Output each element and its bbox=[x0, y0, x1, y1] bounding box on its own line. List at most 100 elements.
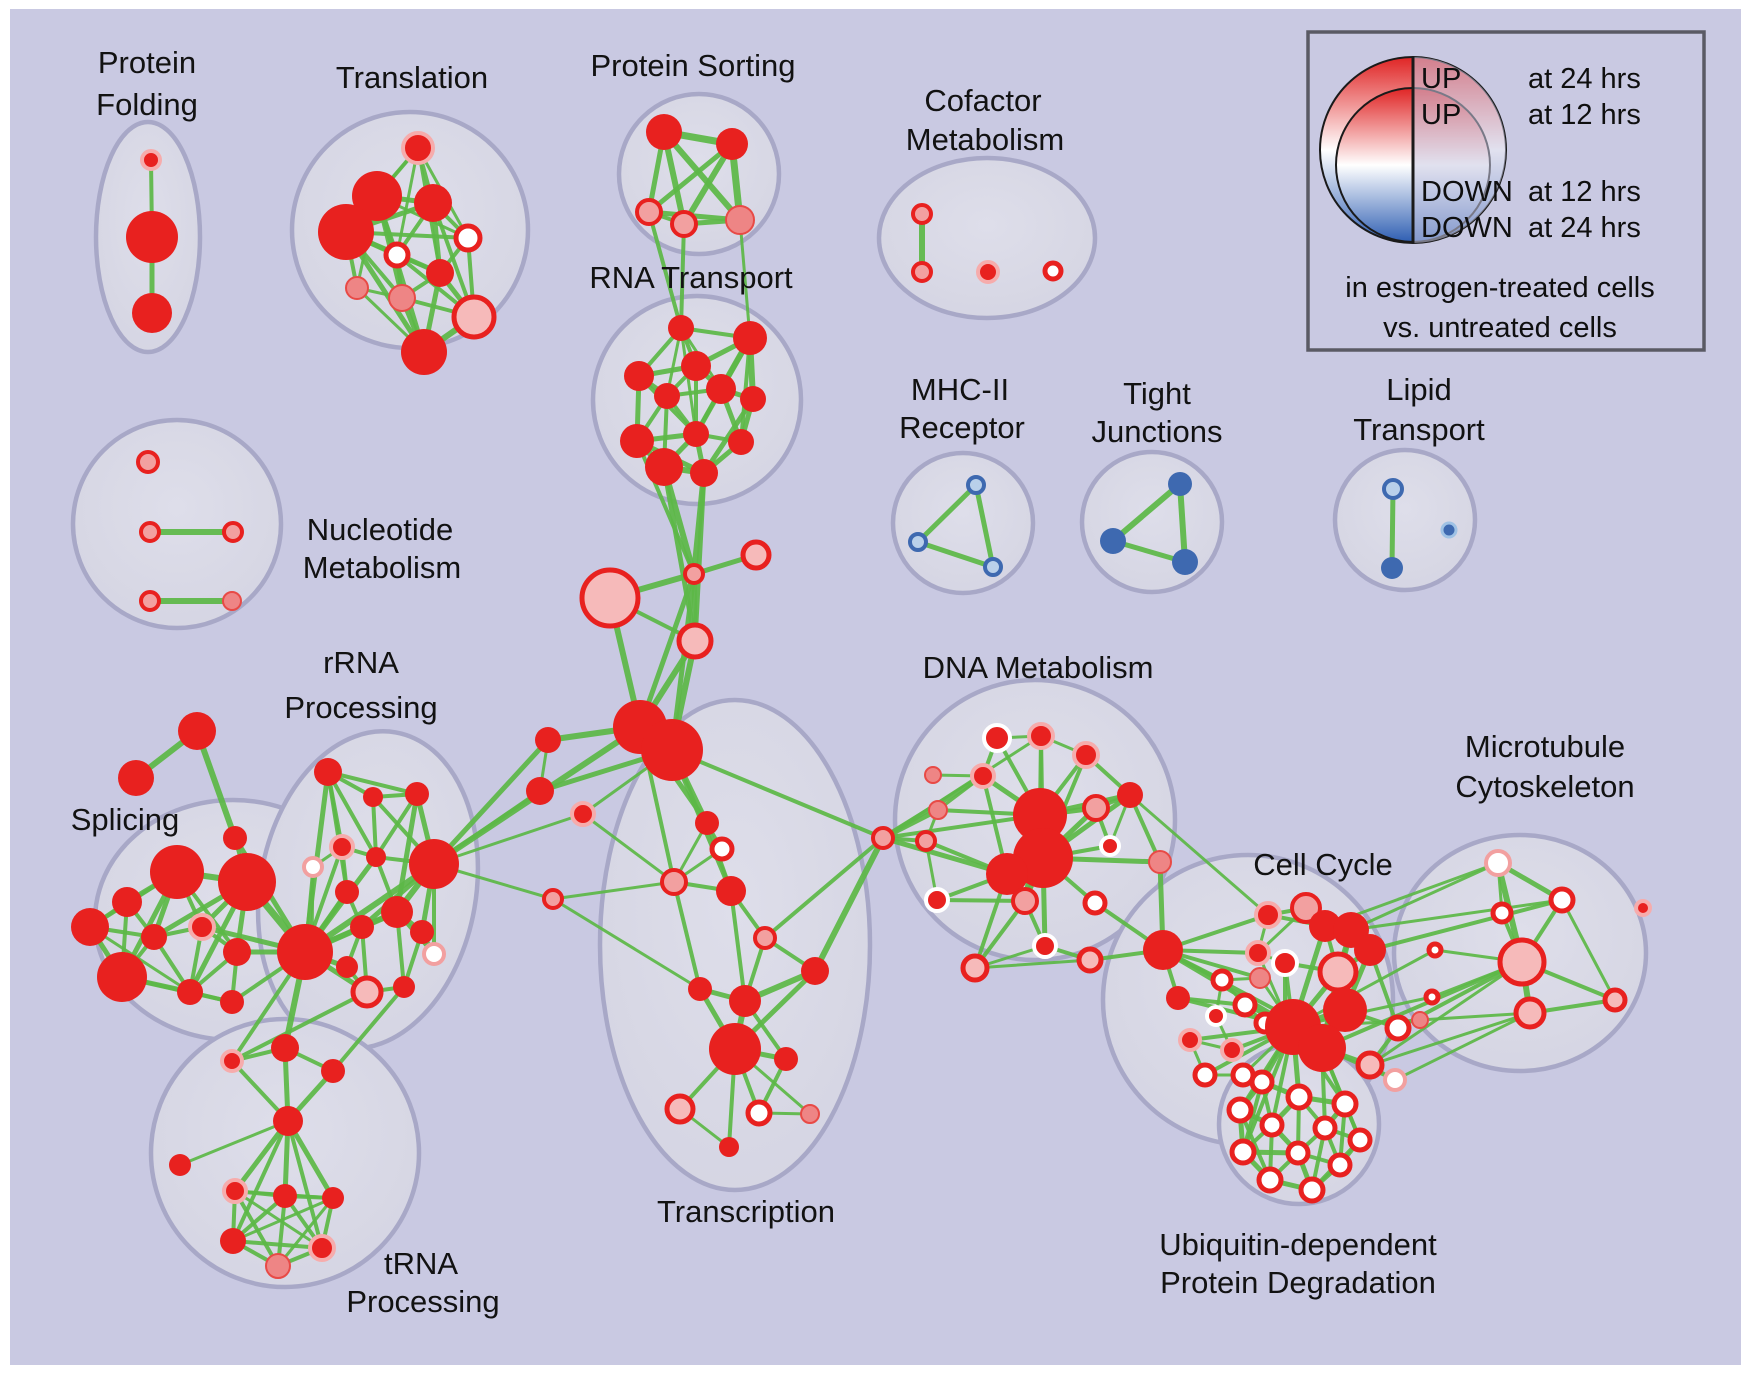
network-node bbox=[668, 315, 694, 341]
network-node bbox=[1011, 887, 1039, 915]
network-node bbox=[1220, 1038, 1244, 1062]
network-edge bbox=[1177, 481, 1188, 565]
network-edge bbox=[1349, 861, 1500, 932]
network-node bbox=[220, 1049, 244, 1073]
network-node bbox=[1013, 828, 1073, 888]
network-node bbox=[928, 800, 948, 820]
network-node bbox=[915, 830, 937, 852]
network-node bbox=[676, 622, 714, 660]
network-node bbox=[670, 210, 698, 238]
network-node bbox=[222, 521, 244, 543]
network-node bbox=[983, 557, 1003, 577]
network-node bbox=[381, 896, 413, 928]
network-node bbox=[728, 429, 754, 455]
network-node bbox=[620, 424, 654, 458]
network-node bbox=[709, 836, 735, 862]
network-node bbox=[1099, 835, 1121, 857]
network-node bbox=[695, 811, 719, 835]
legend-time-label: at 24 hrs bbox=[1528, 63, 1641, 95]
cluster-bubble-mhc-ii-receptor bbox=[890, 450, 1036, 596]
cluster-label-translation: Translation bbox=[336, 60, 488, 95]
cluster-bubble-lipid-transport bbox=[1332, 447, 1478, 593]
network-node bbox=[222, 591, 242, 611]
network-edge bbox=[431, 737, 551, 867]
network-node bbox=[1384, 1014, 1412, 1042]
cluster-label-trna-processing: Processing bbox=[346, 1284, 499, 1319]
cluster-bubble-nucleotide-metabolism bbox=[70, 417, 284, 631]
network-node bbox=[273, 1184, 297, 1208]
network-edge bbox=[1128, 793, 1270, 917]
network-node bbox=[308, 1234, 336, 1262]
network-node bbox=[1426, 941, 1444, 959]
network-node bbox=[646, 114, 682, 150]
network-node bbox=[1027, 722, 1055, 750]
network-node bbox=[1331, 1090, 1359, 1118]
network-node bbox=[1298, 1024, 1346, 1072]
network-edge bbox=[231, 1239, 324, 1250]
network-node bbox=[366, 847, 386, 867]
legend-box bbox=[1306, 30, 1706, 352]
legend-time-label: at 12 hrs bbox=[1528, 176, 1641, 208]
legend-direction-label: DOWN bbox=[1421, 212, 1513, 244]
network-node bbox=[1323, 988, 1367, 1032]
network-node bbox=[112, 887, 142, 917]
network-node bbox=[132, 293, 172, 333]
network-edge bbox=[738, 218, 752, 340]
network-node bbox=[660, 868, 688, 896]
legend-footer-line: vs. untreated cells bbox=[1383, 312, 1617, 344]
network-node bbox=[321, 1059, 345, 1083]
network-node bbox=[1226, 1096, 1254, 1124]
network-edge bbox=[231, 1196, 335, 1243]
cluster-label-lipid-transport: Lipid bbox=[1386, 372, 1452, 407]
cluster-label-mhc-ii-receptor: Receptor bbox=[899, 410, 1025, 445]
network-node bbox=[908, 532, 928, 552]
network-edge bbox=[647, 210, 683, 330]
network-edge bbox=[763, 836, 885, 940]
network-node bbox=[1383, 1068, 1407, 1092]
network-edge bbox=[701, 396, 756, 476]
network-node bbox=[410, 920, 434, 944]
legend-time-label: at 12 hrs bbox=[1528, 99, 1641, 131]
network-node bbox=[126, 211, 178, 263]
cluster-label-mhc-ii-receptor: MHC-II bbox=[911, 372, 1009, 407]
cluster-label-cell-cycle: Cell Cycle bbox=[1253, 847, 1393, 882]
network-node bbox=[1229, 1138, 1257, 1166]
network-node bbox=[1042, 260, 1064, 282]
network-node bbox=[986, 853, 1028, 895]
network-edge bbox=[326, 770, 378, 859]
network-node bbox=[136, 450, 160, 474]
network-node bbox=[740, 539, 772, 571]
network-node bbox=[924, 887, 950, 913]
network-node bbox=[1245, 940, 1271, 966]
network-node bbox=[1100, 528, 1126, 554]
network-node bbox=[579, 567, 641, 629]
node-layer bbox=[71, 114, 1652, 1279]
network-node bbox=[188, 913, 216, 941]
network-node bbox=[322, 1187, 344, 1209]
network-node bbox=[1490, 901, 1514, 925]
legend-time-label: at 24 hrs bbox=[1528, 212, 1641, 244]
network-node bbox=[1285, 1140, 1311, 1166]
network-node bbox=[422, 942, 446, 966]
network-node bbox=[139, 521, 161, 543]
network-node bbox=[271, 1034, 299, 1062]
network-node bbox=[177, 979, 203, 1005]
network-edge bbox=[973, 958, 1092, 970]
network-node bbox=[871, 826, 895, 850]
cluster-label-rna-transport: RNA Transport bbox=[589, 260, 793, 295]
cluster-label-nucleotide-metabolism: Metabolism bbox=[303, 550, 462, 585]
network-edge bbox=[326, 770, 419, 796]
network-node bbox=[570, 801, 596, 827]
network-edge bbox=[679, 326, 698, 436]
network-node bbox=[645, 448, 683, 486]
cluster-label-tight-junctions: Tight bbox=[1123, 376, 1191, 411]
network-node bbox=[401, 131, 435, 165]
network-node bbox=[218, 853, 276, 911]
network-node bbox=[363, 787, 383, 807]
network-node bbox=[745, 1099, 773, 1127]
cluster-label-transcription: Transcription bbox=[657, 1194, 835, 1229]
cluster-bubble-transcription bbox=[597, 697, 873, 1193]
network-node bbox=[1178, 1028, 1202, 1052]
network-node bbox=[1076, 946, 1104, 974]
network-node bbox=[624, 361, 654, 391]
